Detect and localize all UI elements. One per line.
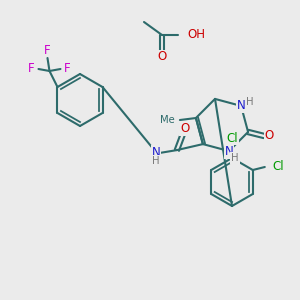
Text: H: H — [231, 153, 239, 163]
Text: F: F — [64, 62, 71, 76]
Text: O: O — [158, 50, 166, 64]
Text: N: N — [237, 99, 245, 112]
Text: H: H — [246, 97, 254, 107]
Text: F: F — [44, 44, 51, 56]
Text: O: O — [180, 122, 190, 135]
Text: Cl: Cl — [273, 160, 284, 173]
Text: N: N — [152, 146, 160, 159]
Text: Me: Me — [160, 115, 175, 125]
Text: H: H — [152, 156, 160, 166]
Text: F: F — [28, 62, 35, 76]
Text: OH: OH — [187, 28, 205, 41]
Text: O: O — [265, 130, 274, 142]
Text: Cl: Cl — [226, 131, 238, 145]
Text: N: N — [225, 145, 233, 158]
